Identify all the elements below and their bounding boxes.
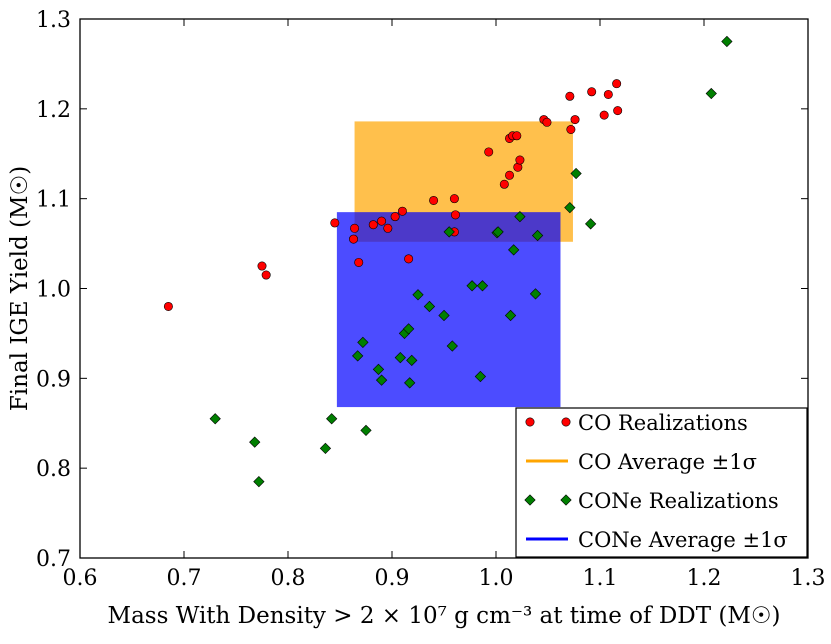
legend-key-cone-realizations-a [524, 494, 536, 506]
co-realizations-point-20 [505, 170, 515, 180]
cone-realizations-point-28 [529, 288, 542, 300]
cone-realizations-point-32 [585, 218, 597, 230]
co-realizations-point-4 [349, 234, 359, 244]
legend-key-co-realizations-b [561, 417, 571, 427]
co-realizations-point-11 [397, 206, 407, 216]
cone-realizations-point-22 [476, 280, 489, 292]
legend: CO Realizations CO Average ±1σ CONe Real… [515, 407, 808, 558]
cone-realizations-point-13 [404, 377, 416, 389]
cone-realizations-point-16 [423, 300, 436, 313]
y-tick-label: 0.7 [36, 547, 71, 572]
cone-realizations-point-17 [438, 309, 450, 322]
x-tick-label: 1.2 [687, 566, 722, 591]
cone-realizations-point-18 [443, 226, 455, 238]
cone-realizations-point-2 [253, 476, 265, 488]
co-realizations-point-31 [599, 110, 609, 120]
co-realizations-point-1 [257, 261, 267, 271]
cone-realizations-point-27 [514, 211, 526, 223]
legend-box [515, 407, 808, 558]
co-realizations-point-34 [613, 106, 623, 116]
cone-realizations-point-3 [319, 442, 332, 455]
cone-realizations-point-33 [705, 87, 717, 100]
co-realizations-point-12 [404, 254, 414, 264]
y-tick-label: 1.1 [36, 188, 71, 213]
cone-realizations-point-9 [375, 374, 388, 386]
x-tick-label: 1.0 [479, 566, 514, 591]
co-realizations-point-16 [450, 210, 460, 220]
cone-realizations-point-24 [492, 226, 504, 238]
legend-keys [524, 417, 572, 541]
cone-realizations-point-12 [403, 323, 415, 335]
cone-realizations-point-19 [446, 340, 458, 352]
cone-realizations-point-8 [372, 363, 385, 375]
co-realizations-point-28 [566, 124, 576, 134]
co-realizations-point-9 [383, 223, 393, 233]
y-tick-label: 1.2 [36, 98, 71, 123]
x-tick-label: 0.9 [375, 566, 410, 591]
co-realizations-point-27 [565, 91, 575, 101]
legend-label-co-average: CO Average ±1σ [578, 450, 757, 474]
y-tick-label: 0.8 [36, 457, 71, 482]
co-realizations-point-14 [449, 194, 459, 204]
co-realizations-point-18 [499, 179, 509, 189]
legend-key-co-realizations-a [525, 417, 535, 427]
tick-labels-layer: 0.6 0.7 0.8 0.9 1.0 1.1 1.2 1.30.70.80.91.01.11… [36, 8, 826, 591]
points-layer [163, 35, 733, 488]
co-realizations-point-3 [330, 218, 340, 228]
cone-realizations-point-20 [466, 280, 478, 292]
cone-realizations-point-21 [474, 370, 487, 383]
cone-realizations-point-6 [357, 336, 369, 349]
x-tick-label: 1.3 [791, 566, 826, 591]
cone-realizations-point-34 [721, 35, 733, 48]
co-realizations-point-8 [377, 216, 387, 226]
cone-realizations-point-26 [508, 244, 520, 256]
co-realizations-point-0 [163, 301, 173, 311]
co-realizations-point-5 [350, 223, 360, 233]
co-realizations-point-24 [515, 155, 525, 165]
co-realizations-point-29 [570, 115, 580, 125]
co-realizations-point-32 [603, 89, 613, 99]
co-realizations-point-2 [261, 270, 271, 280]
bands-layer [336, 121, 573, 408]
y-tick-label: 0.9 [36, 367, 71, 392]
x-tick-label: 0.8 [271, 566, 306, 591]
x-tick-label: 0.6 [63, 566, 98, 591]
legend-key-cone-realizations-b [560, 494, 572, 506]
co-realizations-point-6 [354, 257, 364, 267]
cone-realizations-point-5 [352, 350, 364, 362]
co-realizations-point-30 [587, 87, 597, 97]
x-tick-label: 0.7 [167, 566, 202, 591]
legend-label-co-realizations: CO Realizations [578, 411, 748, 435]
y-tick-label: 1.3 [36, 8, 71, 33]
co-realizations-point-33 [612, 79, 622, 89]
cone-realizations-point-29 [531, 229, 544, 242]
x-tick-label: 1.1 [583, 566, 618, 591]
co-realizations-point-17 [484, 147, 494, 157]
legend-label-cone-realizations: CONe Realizations [578, 489, 779, 513]
cone-realizations-point-4 [326, 413, 338, 425]
co-realizations-point-26 [542, 117, 552, 127]
x-axis-label: Mass With Density > 2 × 10⁷ g cm⁻³ at ti… [108, 603, 781, 629]
cone-realizations-point-1 [249, 436, 261, 448]
y-tick-label: 1.0 [36, 278, 71, 303]
cone-realizations-point-7 [360, 424, 372, 437]
co-realizations-point-7 [368, 220, 378, 230]
legend-label-cone-average: CONe Average ±1σ [578, 528, 788, 552]
cone-realizations-point-15 [412, 289, 424, 301]
y-axis-label: Final IGE Yield (M☉) [7, 166, 33, 411]
cone-realizations-point-25 [504, 309, 517, 322]
co-realizations-point-10 [390, 212, 400, 222]
band-cone-average-1 [336, 212, 561, 408]
co-realizations-point-13 [429, 195, 439, 205]
cone-realizations-point-30 [564, 202, 576, 214]
cone-realizations-point-14 [406, 354, 418, 366]
cone-realizations-point-31 [570, 167, 582, 180]
co-realizations-point-22 [512, 131, 522, 141]
cone-realizations-point-10 [394, 352, 406, 364]
cone-realizations-point-0 [209, 413, 221, 425]
